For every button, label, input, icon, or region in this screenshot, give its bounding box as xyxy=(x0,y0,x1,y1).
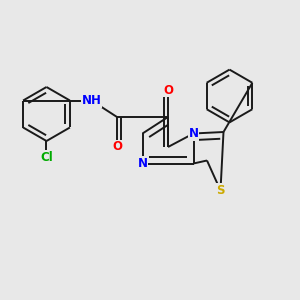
Text: N: N xyxy=(137,157,148,170)
Text: N: N xyxy=(188,127,199,140)
Text: S: S xyxy=(216,184,225,197)
Text: NH: NH xyxy=(82,94,101,107)
Text: O: O xyxy=(163,83,173,97)
Text: O: O xyxy=(112,140,122,154)
Text: Cl: Cl xyxy=(40,151,53,164)
